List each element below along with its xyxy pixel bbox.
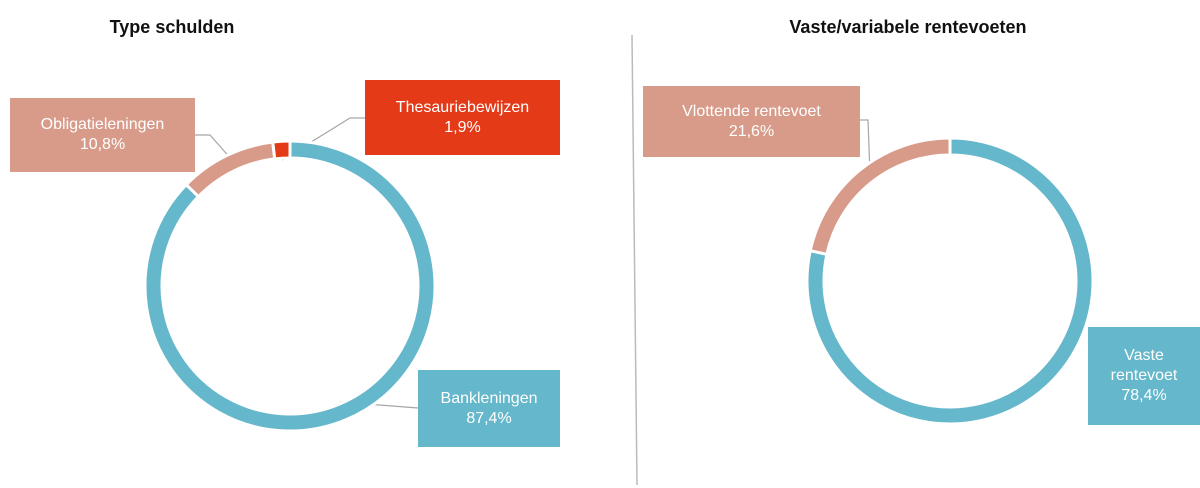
- leader-line: [195, 134, 233, 161]
- value-label: 21,6%: [728, 122, 775, 140]
- value-label: 78,4%: [1121, 387, 1167, 404]
- data-label: Vlottende rentevoet 21,6%: [643, 86, 860, 157]
- chart-title: Vaste/variabele rentevoeten: [789, 17, 1026, 37]
- chart-title: Type schulden: [110, 17, 235, 37]
- category-label: Vaste rentevoet: [1110, 347, 1178, 384]
- value-label: 87,4%: [466, 409, 512, 427]
- data-label: Thesauriebewijzen 1,9%: [365, 80, 560, 155]
- donut-segment: [808, 136, 952, 257]
- value-label: 1,9%: [444, 118, 481, 136]
- value-label: 10,8%: [79, 136, 126, 153]
- donut-segment: [184, 140, 277, 199]
- category-label: Vlottende rentevoet: [682, 102, 821, 120]
- data-label: Vaste rentevoet 78,4%: [1088, 327, 1200, 425]
- divider: [631, 34, 638, 486]
- donut-segment: [143, 139, 437, 433]
- category-label: Obligatieleningen: [40, 116, 165, 133]
- donut-segment: [271, 139, 292, 161]
- leader-line: [860, 119, 871, 176]
- category-label: Bankleningen: [440, 389, 538, 407]
- leader-lines: [195, 117, 871, 409]
- category-label: Thesauriebewijzen: [395, 98, 530, 116]
- data-label: Bankleningen 87,4%: [418, 370, 560, 447]
- data-label: Obligatieleningen 10,8%: [10, 98, 195, 172]
